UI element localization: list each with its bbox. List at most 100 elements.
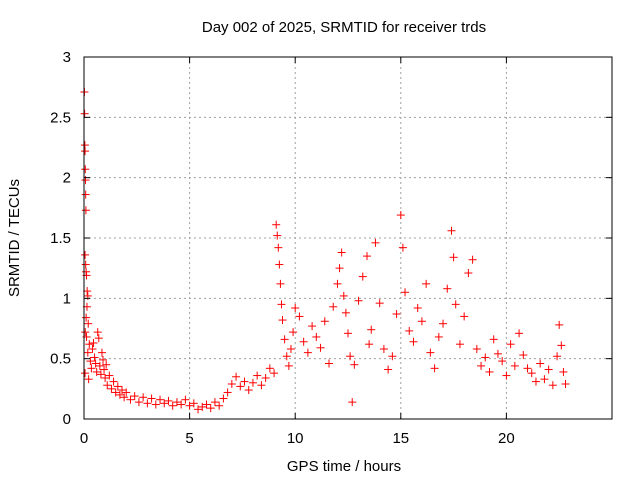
ticks-layer: 0 0.5 1 1.5 2 2.5 3 0 5 10 15 20 — [50, 49, 612, 447]
data-point — [329, 302, 338, 311]
data-point — [261, 373, 270, 382]
x-axis-label: GPS time / hours — [287, 458, 401, 475]
data-point — [194, 405, 203, 414]
data-point — [81, 147, 90, 156]
data-point — [367, 325, 376, 334]
data-point — [275, 260, 284, 269]
data-point — [81, 165, 90, 174]
data-point — [320, 317, 329, 326]
data-point — [102, 360, 111, 369]
data-point — [430, 364, 439, 373]
data-point — [107, 384, 116, 393]
data-point — [168, 401, 177, 410]
data-point — [118, 386, 127, 395]
data-point — [447, 226, 456, 235]
y-tick-label: 2 — [63, 170, 71, 187]
data-point — [519, 351, 528, 360]
y-tick-label: 0.5 — [50, 351, 71, 368]
grid-layer — [84, 57, 612, 419]
chart-title: Day 002 of 2025, SRMTID for receiver trd… — [202, 19, 486, 36]
data-point — [215, 401, 224, 410]
data-point — [177, 400, 186, 409]
data-point — [151, 400, 160, 409]
data-point — [274, 243, 283, 252]
data-point — [384, 365, 393, 374]
data-point — [109, 377, 118, 386]
data-point — [559, 367, 568, 376]
data-point — [210, 398, 219, 407]
y-tick-label: 1 — [63, 290, 71, 307]
data-point — [485, 367, 494, 376]
data-point — [88, 345, 97, 354]
data-point — [557, 341, 566, 350]
data-point — [276, 279, 285, 288]
data-point — [536, 359, 545, 368]
data-point — [515, 329, 524, 338]
data-point — [160, 399, 169, 408]
data-point — [126, 395, 135, 404]
data-point — [527, 369, 536, 378]
data-point — [219, 394, 228, 403]
plot-border — [83, 56, 613, 420]
y-tick-label: 1.5 — [50, 230, 71, 247]
data-point — [248, 378, 257, 387]
data-point — [455, 340, 464, 349]
y-axis-label: SRMTID / TECUs — [6, 179, 23, 297]
data-point — [100, 365, 109, 374]
data-point — [489, 335, 498, 344]
data-point — [270, 369, 279, 378]
data-point — [257, 381, 266, 390]
data-point — [493, 349, 502, 358]
data-point — [335, 264, 344, 273]
data-point — [553, 352, 562, 361]
data-point — [87, 364, 96, 373]
data-point — [358, 272, 367, 281]
data-point — [434, 332, 443, 341]
data-point — [92, 367, 101, 376]
data-point — [481, 353, 490, 362]
data-point — [101, 373, 110, 382]
data-point — [84, 319, 93, 328]
data-point — [103, 381, 112, 390]
data-point — [244, 386, 253, 395]
data-point — [122, 388, 131, 397]
data-point — [363, 252, 372, 261]
data-point — [316, 343, 325, 352]
x-tick-label: 5 — [185, 430, 193, 447]
data-point — [280, 335, 289, 344]
x-tick-label: 20 — [498, 430, 515, 447]
data-point — [111, 388, 120, 397]
y-tick-label: 2.5 — [50, 109, 71, 126]
data-point — [84, 375, 93, 384]
data-point — [375, 299, 384, 308]
data-point — [286, 345, 295, 354]
x-tick-label: 0 — [80, 430, 88, 447]
data-point — [223, 388, 232, 397]
data-point — [278, 316, 287, 325]
data-point — [89, 338, 98, 347]
data-point — [417, 317, 426, 326]
points-layer — [80, 87, 570, 414]
x-tick-label: 10 — [287, 430, 304, 447]
data-point — [185, 401, 194, 410]
data-point — [113, 382, 122, 391]
data-point — [354, 296, 363, 305]
data-point — [506, 340, 515, 349]
data-point — [422, 279, 431, 288]
data-point — [405, 326, 414, 335]
data-point — [350, 360, 359, 369]
data-point — [81, 369, 90, 378]
data-point — [181, 395, 190, 404]
data-point — [120, 393, 129, 402]
data-point — [232, 372, 241, 381]
data-point — [81, 190, 90, 199]
data-point — [451, 300, 460, 309]
data-point — [99, 355, 108, 364]
y-tick-label: 0 — [63, 411, 71, 428]
data-point — [172, 398, 181, 407]
y-tick-label: 3 — [63, 49, 71, 66]
data-point — [272, 220, 281, 229]
data-point — [426, 348, 435, 357]
data-point — [346, 352, 355, 361]
data-point — [265, 364, 274, 373]
